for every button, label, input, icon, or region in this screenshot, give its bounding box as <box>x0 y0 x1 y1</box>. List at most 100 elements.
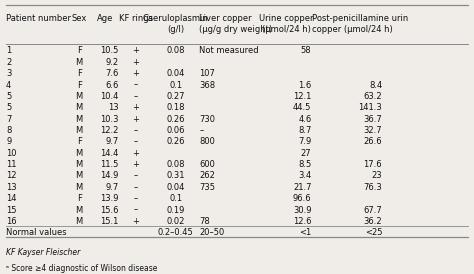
Text: 7.9: 7.9 <box>298 137 311 146</box>
Text: 15: 15 <box>6 206 17 215</box>
Text: F: F <box>77 137 82 146</box>
Text: Urine copper
(μmol/24 h): Urine copper (μmol/24 h) <box>259 14 314 35</box>
Text: M: M <box>75 217 83 226</box>
Text: 13.9: 13.9 <box>100 194 118 203</box>
Text: 44.5: 44.5 <box>293 103 311 112</box>
Text: 735: 735 <box>199 183 215 192</box>
Text: 30.9: 30.9 <box>293 206 311 215</box>
Text: 67.7: 67.7 <box>364 206 382 215</box>
Text: 5: 5 <box>6 103 11 112</box>
Text: 15.6: 15.6 <box>100 206 118 215</box>
Text: F: F <box>77 47 82 55</box>
Text: 63.2: 63.2 <box>364 92 382 101</box>
Text: F: F <box>77 69 82 78</box>
Text: M: M <box>75 206 83 215</box>
Text: 11: 11 <box>6 160 17 169</box>
Text: M: M <box>75 103 83 112</box>
Text: +: + <box>132 115 139 124</box>
Text: –: – <box>134 194 138 203</box>
Text: 730: 730 <box>199 115 215 124</box>
Text: 8.4: 8.4 <box>369 81 382 90</box>
Text: 14.4: 14.4 <box>100 149 118 158</box>
Text: 20–50: 20–50 <box>199 228 225 237</box>
Text: M: M <box>75 115 83 124</box>
Text: 0.04: 0.04 <box>166 183 185 192</box>
Text: 12.1: 12.1 <box>293 92 311 101</box>
Text: 4: 4 <box>6 81 11 90</box>
Text: 141.3: 141.3 <box>358 103 382 112</box>
Text: 107: 107 <box>199 69 215 78</box>
Text: –: – <box>134 126 138 135</box>
Text: 15.1: 15.1 <box>100 217 118 226</box>
Text: 7: 7 <box>6 115 11 124</box>
Text: 0.19: 0.19 <box>166 206 185 215</box>
Text: M: M <box>75 126 83 135</box>
Text: 10.4: 10.4 <box>100 92 118 101</box>
Text: 12.6: 12.6 <box>293 217 311 226</box>
Text: 13: 13 <box>6 183 17 192</box>
Text: +: + <box>132 149 139 158</box>
Text: Caeruloplasmin
(g/l): Caeruloplasmin (g/l) <box>143 14 209 35</box>
Text: 13: 13 <box>108 103 118 112</box>
Text: –: – <box>134 206 138 215</box>
Text: M: M <box>75 149 83 158</box>
Text: 14.9: 14.9 <box>100 172 118 181</box>
Text: 10.5: 10.5 <box>100 47 118 55</box>
Text: 10: 10 <box>6 149 17 158</box>
Text: 12.2: 12.2 <box>100 126 118 135</box>
Text: 9.2: 9.2 <box>105 58 118 67</box>
Text: 3: 3 <box>6 69 11 78</box>
Text: 6.6: 6.6 <box>105 81 118 90</box>
Text: 262: 262 <box>199 172 215 181</box>
Text: 32.7: 32.7 <box>364 126 382 135</box>
Text: KF Kayser Fleischer: KF Kayser Fleischer <box>6 248 81 257</box>
Text: 600: 600 <box>199 160 215 169</box>
Text: 5: 5 <box>6 92 11 101</box>
Text: 2: 2 <box>6 58 11 67</box>
Text: F: F <box>77 194 82 203</box>
Text: 1.6: 1.6 <box>298 81 311 90</box>
Text: M: M <box>75 183 83 192</box>
Text: 96.6: 96.6 <box>293 194 311 203</box>
Text: ᵃ Score ≥4 diagnostic of Wilson disease: ᵃ Score ≥4 diagnostic of Wilson disease <box>6 264 157 273</box>
Text: –: – <box>134 137 138 146</box>
Text: Normal values: Normal values <box>6 228 67 237</box>
Text: 0.27: 0.27 <box>166 92 185 101</box>
Text: –: – <box>199 126 203 135</box>
Text: <25: <25 <box>365 228 382 237</box>
Text: Not measured: Not measured <box>199 47 259 55</box>
Text: 0.04: 0.04 <box>166 69 185 78</box>
Text: 9.7: 9.7 <box>105 183 118 192</box>
Text: 0.26: 0.26 <box>166 115 185 124</box>
Text: 10.3: 10.3 <box>100 115 118 124</box>
Text: +: + <box>132 217 139 226</box>
Text: 36.7: 36.7 <box>364 115 382 124</box>
Text: 3.4: 3.4 <box>298 172 311 181</box>
Text: 36.2: 36.2 <box>364 217 382 226</box>
Text: 0.1: 0.1 <box>169 81 182 90</box>
Text: +: + <box>132 69 139 78</box>
Text: 7.6: 7.6 <box>105 69 118 78</box>
Text: Patient number: Patient number <box>6 14 71 23</box>
Text: 9.7: 9.7 <box>105 137 118 146</box>
Text: Age: Age <box>97 14 113 23</box>
Text: Post-penicillamine urin
copper (μmol/24 h): Post-penicillamine urin copper (μmol/24 … <box>312 14 409 35</box>
Text: M: M <box>75 58 83 67</box>
Text: 17.6: 17.6 <box>364 160 382 169</box>
Text: KF rings: KF rings <box>118 14 153 23</box>
Text: 9: 9 <box>6 137 11 146</box>
Text: 1: 1 <box>6 47 11 55</box>
Text: 368: 368 <box>199 81 215 90</box>
Text: +: + <box>132 160 139 169</box>
Text: 4.6: 4.6 <box>298 115 311 124</box>
Text: 0.18: 0.18 <box>166 103 185 112</box>
Text: 800: 800 <box>199 137 215 146</box>
Text: +: + <box>132 58 139 67</box>
Text: <1: <1 <box>299 228 311 237</box>
Text: 8.7: 8.7 <box>298 126 311 135</box>
Text: 8: 8 <box>6 126 11 135</box>
Text: 16: 16 <box>6 217 17 226</box>
Text: 0.2–0.45: 0.2–0.45 <box>158 228 193 237</box>
Text: 21.7: 21.7 <box>293 183 311 192</box>
Text: +: + <box>132 47 139 55</box>
